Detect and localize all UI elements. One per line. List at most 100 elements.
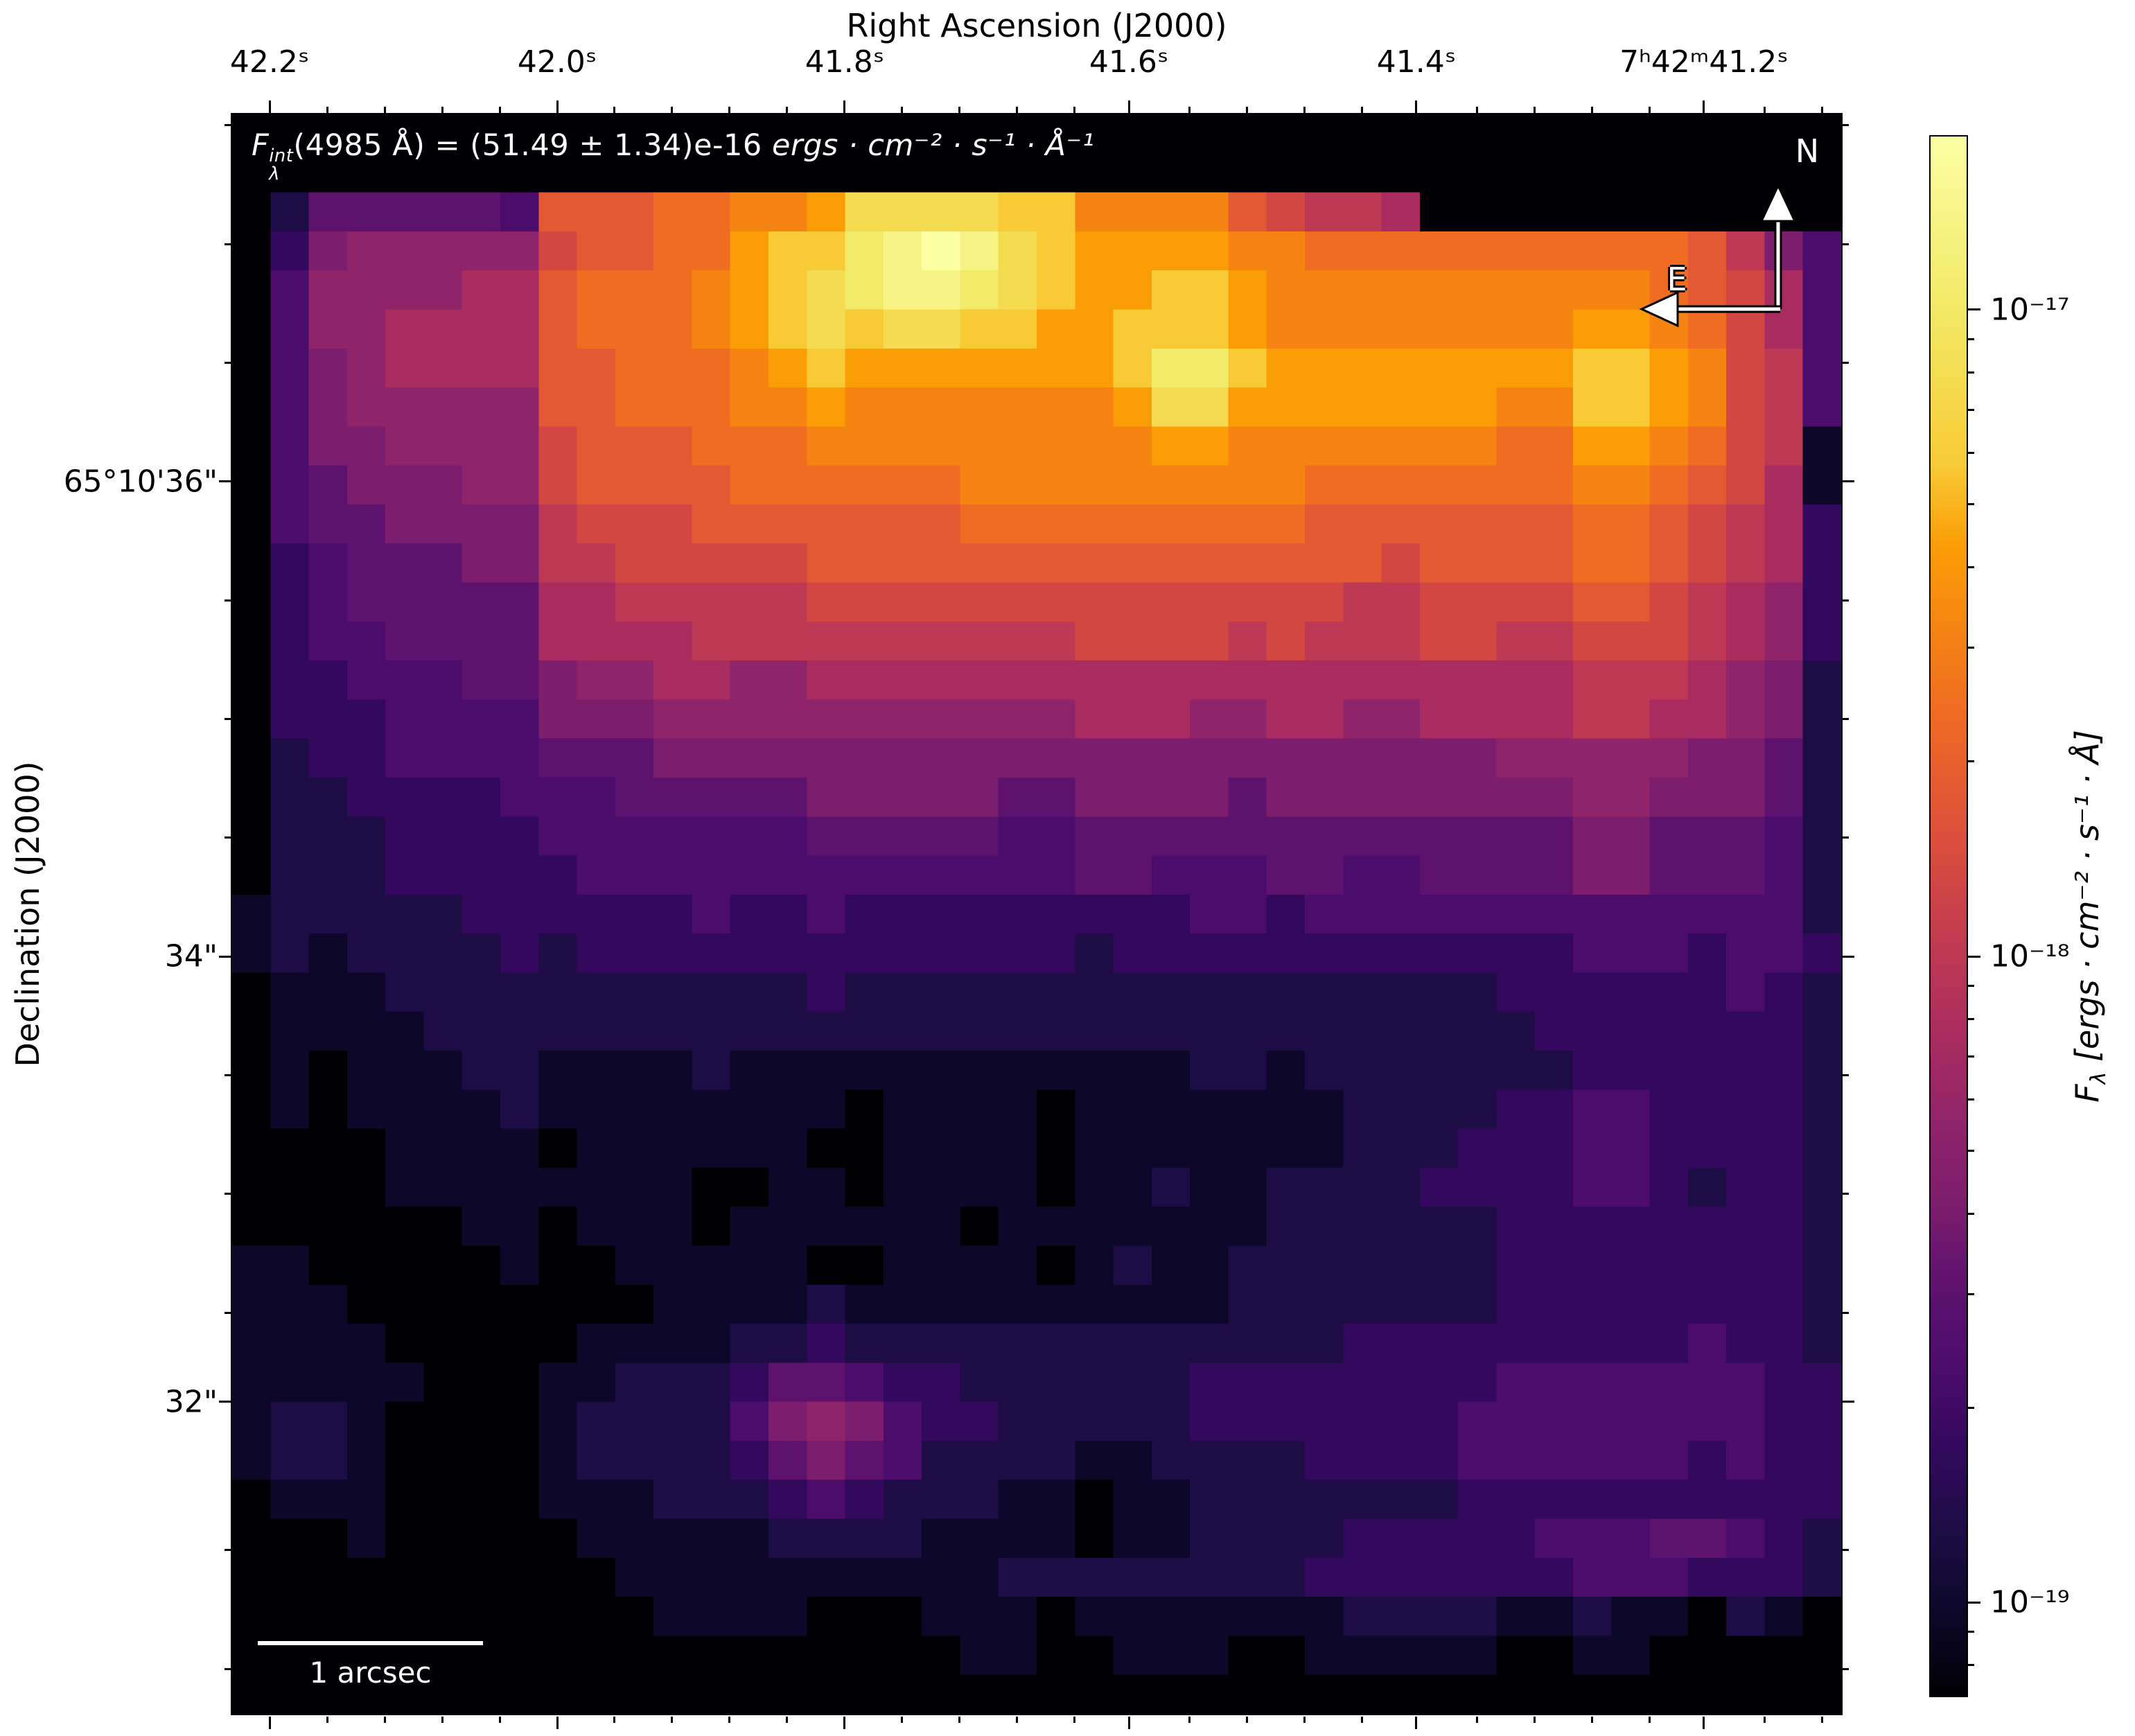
axis-tick <box>1967 1293 1974 1296</box>
axis-tick <box>1967 308 1980 311</box>
ra-tick-label: 41.8ˢ <box>805 44 885 80</box>
axis-tick <box>1534 107 1536 113</box>
axis-tick <box>1843 718 1849 721</box>
axis-tick <box>441 107 443 113</box>
axis-tick <box>1843 243 1849 245</box>
east-label: E <box>1667 261 1687 298</box>
axis-tick <box>671 1717 674 1723</box>
axis-tick <box>1821 107 1824 113</box>
axis-tick <box>225 124 231 127</box>
axis-tick <box>1967 1098 1974 1101</box>
axis-tick <box>268 100 271 113</box>
axis-tick <box>1073 1717 1076 1723</box>
axis-tick <box>225 718 231 721</box>
axis-tick <box>1967 338 1974 341</box>
axis-tick <box>901 107 904 113</box>
axis-tick <box>671 107 674 113</box>
axis-tick <box>613 107 616 113</box>
axis-tick <box>1967 452 1974 455</box>
axis-tick <box>1967 985 1974 988</box>
axis-tick <box>1415 100 1418 113</box>
axis-tick <box>1843 1549 1849 1552</box>
axis-tick <box>556 100 559 113</box>
axis-tick <box>1649 107 1651 113</box>
axis-tick <box>1843 1073 1849 1076</box>
axis-tick <box>225 1073 231 1076</box>
axis-tick <box>225 599 231 602</box>
ra-tick-label: 41.4ˢ <box>1376 44 1457 80</box>
axis-tick <box>441 1717 443 1723</box>
dec-tick-label: 34" <box>164 938 218 974</box>
colorbar-title-subscript: λ <box>2086 1071 2111 1085</box>
axis-tick <box>1843 480 1854 483</box>
dec-tick-label: 32" <box>164 1384 218 1420</box>
axis-tick <box>1967 1601 1980 1604</box>
scale-bar-label: 1 arcsec <box>309 1656 432 1690</box>
axis-tick <box>1534 1717 1536 1723</box>
axis-tick <box>1967 408 1974 411</box>
axis-tick <box>1188 1717 1191 1723</box>
axis-tick <box>1591 1717 1594 1723</box>
colorbar-tick-label: 10⁻¹⁸ <box>1990 938 2070 974</box>
ra-tick-label: 42.2ˢ <box>229 44 310 80</box>
axis-tick <box>1843 599 1849 602</box>
flux-superscript: int <box>269 146 294 167</box>
colorbar-tick-label: 10⁻¹⁷ <box>1990 292 2070 328</box>
axis-tick <box>225 243 231 245</box>
ra-tick-label: 41.6ˢ <box>1089 44 1169 80</box>
axis-tick <box>1303 107 1306 113</box>
axis-tick <box>1843 836 1849 839</box>
axis-tick <box>1843 362 1849 365</box>
axis-tick <box>1843 1311 1849 1314</box>
flux-subscript: λ <box>269 163 281 184</box>
axis-tick <box>1967 1212 1974 1215</box>
axis-tick <box>1246 107 1249 113</box>
axis-tick <box>1703 100 1705 113</box>
axis-tick <box>1303 1717 1306 1723</box>
axis-tick <box>843 1717 846 1729</box>
axis-tick <box>728 107 731 113</box>
north-label: N <box>1795 132 1820 170</box>
axis-tick <box>225 362 231 365</box>
flux-symbol-scripts: int λ <box>269 146 294 184</box>
axis-tick <box>1967 1631 1974 1633</box>
ra-tick-label: 7ʰ42ᵐ41.2ˢ <box>1619 44 1789 80</box>
axis-tick <box>1127 100 1130 113</box>
axis-tick <box>1649 1717 1651 1723</box>
colorbar-gradient <box>1931 137 1967 1696</box>
axis-tick <box>1843 1193 1849 1195</box>
axis-tick <box>268 1717 271 1729</box>
axis-tick <box>1843 1667 1849 1670</box>
axis-tick <box>383 1717 386 1723</box>
colorbar-title: Fλ [ergs · cm⁻² · s⁻¹ · Å] <box>2068 730 2111 1103</box>
axis-tick <box>1843 1401 1854 1403</box>
colorbar-tick-label: 10⁻¹⁹ <box>1990 1584 2070 1620</box>
axis-tick <box>225 1311 231 1314</box>
axis-tick <box>786 107 789 113</box>
axis-tick <box>1361 1717 1364 1723</box>
axis-tick <box>958 107 961 113</box>
axis-tick <box>1843 124 1849 127</box>
axis-tick <box>225 836 231 839</box>
axis-tick <box>613 1717 616 1723</box>
axis-tick <box>1764 107 1766 113</box>
axis-tick <box>786 1717 789 1723</box>
axis-tick <box>1967 1150 1974 1152</box>
axis-tick <box>1967 1407 1974 1410</box>
scale-bar <box>258 1641 483 1645</box>
axis-tick <box>326 107 328 113</box>
axis-tick <box>1843 955 1854 958</box>
axis-tick <box>1967 1663 1974 1666</box>
axis-tick <box>219 955 231 958</box>
axis-tick <box>1361 107 1364 113</box>
axis-tick <box>1967 565 1974 568</box>
axis-tick <box>958 1717 961 1723</box>
axis-tick <box>1016 1717 1019 1723</box>
axis-tick <box>728 1717 731 1723</box>
axis-tick <box>1127 1717 1130 1729</box>
axis-tick <box>1967 647 1974 649</box>
axis-tick <box>1967 955 1980 958</box>
